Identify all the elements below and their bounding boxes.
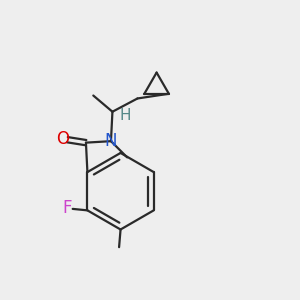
Text: H: H <box>119 108 130 123</box>
Text: O: O <box>56 130 69 148</box>
Text: N: N <box>105 132 117 150</box>
Text: F: F <box>62 199 71 217</box>
